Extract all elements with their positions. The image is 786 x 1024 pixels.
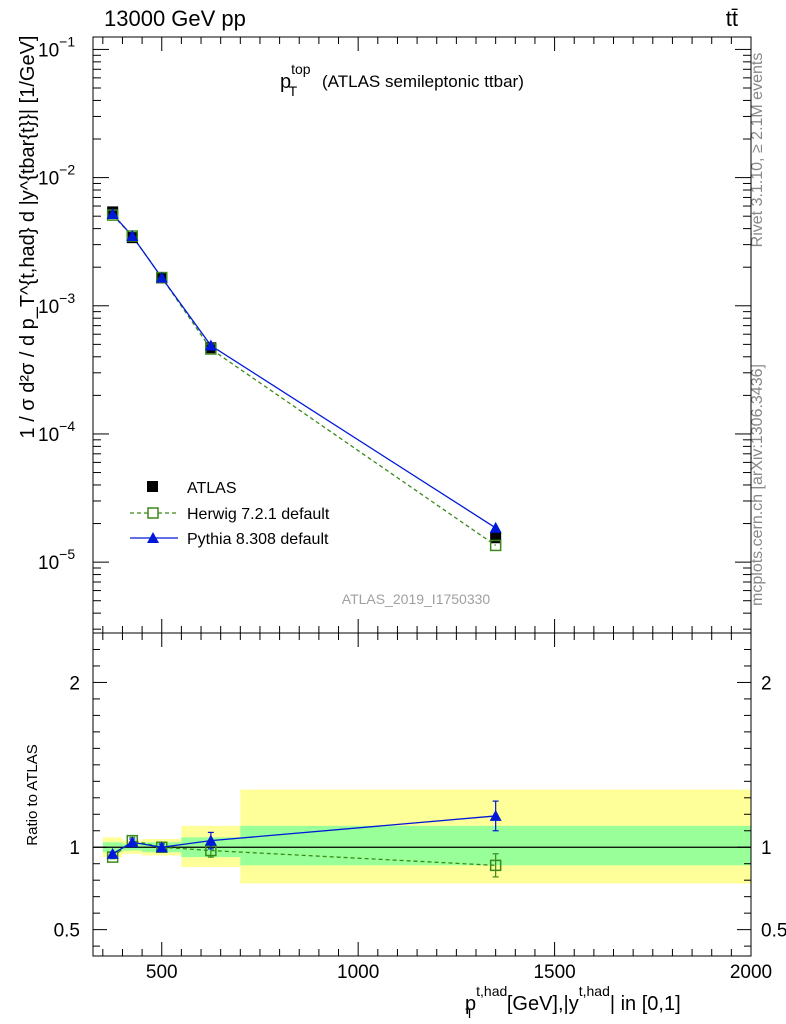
legend: ATLAS Herwig 7.2.1 default Pythia 8.308 …: [130, 480, 330, 548]
rivet-version-label: Rivet 3.1.10, ≥ 2.1M events: [749, 53, 766, 248]
pythia-point: [106, 208, 119, 220]
legend-marker-atlas: [147, 481, 158, 492]
main-y-tick-mantissa: 10: [38, 553, 59, 574]
pythia-point: [155, 271, 168, 283]
energy-label: 13000 GeV pp: [104, 6, 246, 31]
ratio-pythia-point: [126, 836, 139, 848]
ratio-y-tick-label-right: 1: [761, 838, 772, 859]
ratio-uncertainty-bands: [93, 789, 752, 884]
plot-title-sub: T: [289, 83, 298, 99]
main-y-tick-mantissa: 10: [38, 169, 59, 190]
x-axis-label-main: [GeV],|y: [507, 993, 579, 1015]
ratio-pythia-point: [106, 847, 119, 859]
pythia-point: [204, 339, 217, 351]
ratio-y-tick-label-right: 0.5: [761, 921, 786, 942]
x-axis-label-tail: | in [0,1]: [610, 993, 681, 1015]
main-y-tick-exponent: −4: [59, 418, 75, 434]
main-y-tick-exponent: −3: [59, 290, 75, 306]
main-y-tick-label: 10−3: [38, 290, 75, 318]
main-y-tick-mantissa: 10: [38, 297, 59, 318]
ratio-herwig-point: [489, 859, 502, 872]
plot-title: ptop T: [280, 61, 311, 99]
ratio-y-axis-label: Ratio to ATLAS: [24, 744, 41, 845]
ratio-y-tick-label: 0.5: [54, 921, 80, 942]
x-axis-label-p: p: [465, 993, 476, 1015]
x-tick-label: 2000: [730, 962, 772, 983]
ratio-y-tick-label-right: 2: [761, 673, 772, 694]
plot-title-sup: top: [291, 61, 311, 77]
herwig-point: [489, 539, 502, 552]
ratio-y-tick-label: 2: [69, 673, 80, 694]
main-y-tick-label: 10−4: [38, 418, 75, 446]
main-y-tick-label: 10−1: [38, 33, 75, 61]
x-tick-label: 500: [146, 962, 178, 983]
x-axis-label: pt,had T [GeV],|yt,had| in [0,1]: [465, 983, 681, 1021]
x-axis-label-sub: T: [465, 1005, 474, 1021]
main-y-tick-mantissa: 10: [38, 40, 59, 61]
main-y-axis-label: 1 / σ d²σ / d p_T^{t,had} d |y^{tbar{t}}…: [17, 36, 39, 439]
process-label: tt̄: [726, 6, 738, 31]
ratio-plot-frame: [92, 632, 752, 957]
x-axis-label-sup: t,had: [476, 983, 507, 999]
legend-marker-pythia: [147, 532, 159, 543]
legend-label-herwig: Herwig 7.2.1 default: [187, 506, 330, 523]
ratio-pythia-point: [489, 809, 502, 821]
pythia-point: [126, 230, 139, 242]
main-y-tick-label: 10−5: [38, 546, 75, 574]
ratio-data-marks: [106, 800, 502, 878]
main-y-tick-exponent: −5: [59, 546, 75, 562]
main-panel: 10−110−210−310−410−5 ptop T (ATLAS semile…: [17, 33, 752, 634]
ratio-axis-ticks: 500 1000 1500 2000 0.5 0.5 1 1 2 2: [54, 633, 786, 983]
pythia-line: [112, 213, 497, 529]
ratio-y-tick-label: 1: [69, 838, 80, 859]
plot-title-text: (ATLAS semileptonic ttbar): [322, 72, 524, 91]
legend-label-pythia: Pythia 8.308 default: [187, 531, 329, 548]
x-tick-label: 1500: [533, 962, 575, 983]
main-data-marks: [106, 206, 502, 552]
main-axis-ticks: 10−110−210−310−410−5: [38, 33, 752, 633]
ratio-pythia-point: [204, 834, 217, 846]
ratio-panel: 500 1000 1500 2000 0.5 0.5 1 1 2 2 Ratio to ATLAS…: [24, 632, 786, 1021]
x-tick-label: 1000: [337, 962, 379, 983]
x-axis-label-sup2: t,had: [579, 983, 610, 999]
ratio-pythia-point: [155, 841, 168, 853]
analysis-watermark: ATLAS_2019_I1750330: [342, 591, 491, 607]
pythia-point: [489, 521, 502, 533]
main-y-tick-exponent: −1: [59, 33, 75, 49]
atlas-point: [490, 532, 502, 544]
mcplots-label: mcplots.cern.ch [arXiv:1306.3436]: [749, 364, 766, 606]
main-y-tick-label: 10−2: [38, 162, 75, 190]
herwig-line: [112, 214, 497, 546]
main-y-tick-exponent: −2: [59, 162, 75, 178]
plot-title-symbol: p: [280, 71, 291, 93]
legend-marker-herwig: [147, 507, 159, 519]
legend-label-atlas: ATLAS: [187, 480, 237, 497]
main-y-tick-mantissa: 10: [38, 425, 59, 446]
